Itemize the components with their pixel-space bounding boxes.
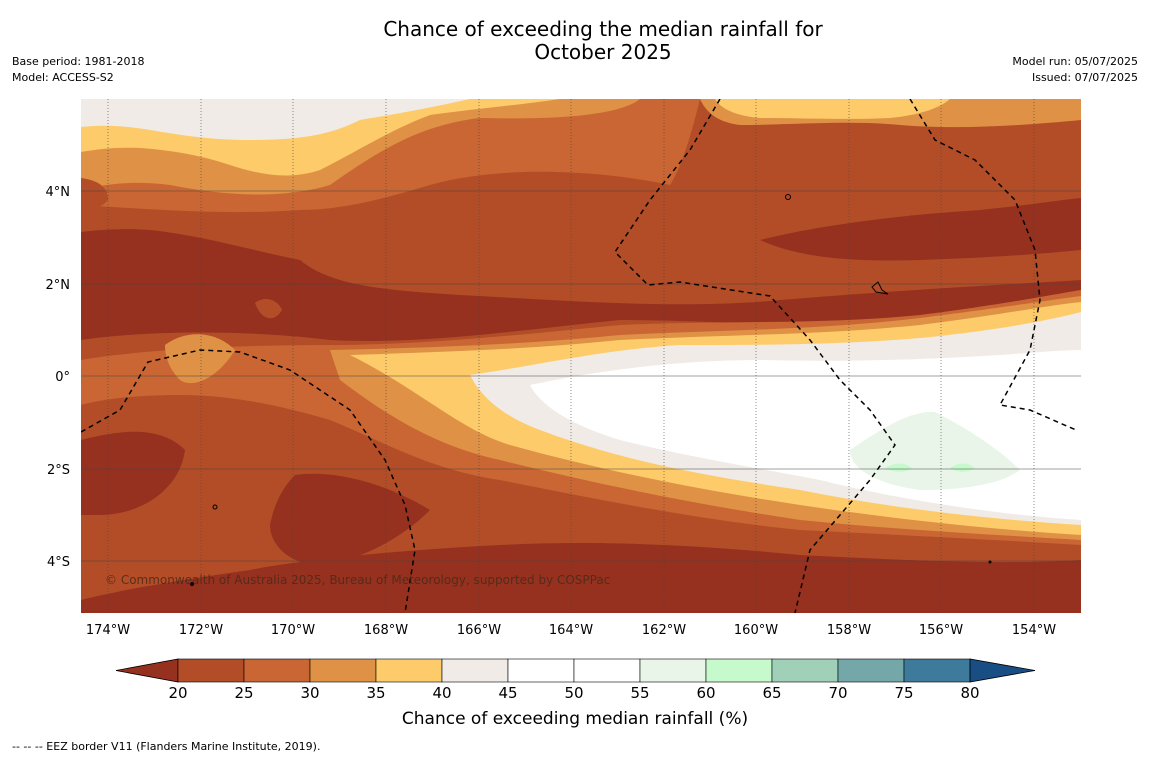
- colorbar-swatch: [639, 658, 707, 683]
- colorbar-extend-low: [115, 658, 179, 683]
- band-45-north: [81, 99, 470, 140]
- lon-label-170w: 170°W: [271, 623, 315, 638]
- title-line-2: October 2025: [534, 40, 672, 64]
- colorbar-tick-label: 80: [960, 684, 980, 702]
- lat-label-2n: 2°N: [46, 278, 71, 293]
- title-line-1: Chance of exceeding the median rainfall …: [383, 17, 823, 41]
- lat-label-4s: 4°S: [47, 555, 70, 570]
- lon-label-164w: 164°W: [549, 623, 593, 638]
- lon-label-162w: 162°W: [642, 623, 686, 638]
- lon-label-168w: 168°W: [364, 623, 408, 638]
- colorbar-tick-label: 65: [762, 684, 782, 702]
- meta-right: Model run: 05/07/2025 Issued: 07/07/2025: [1012, 54, 1138, 86]
- colorbar-extend-high: [969, 658, 1036, 683]
- lat-label-4n: 4°N: [46, 185, 71, 200]
- band-40-northeast: [715, 99, 950, 119]
- island-dot-c: [190, 582, 194, 586]
- colorbar-tick-label: 60: [696, 684, 716, 702]
- lat-label-2s: 2°S: [47, 463, 70, 478]
- band-60-patch-b: [950, 463, 975, 472]
- colorbar-tick-label: 30: [300, 684, 320, 702]
- eez-border-far-east: [909, 99, 1077, 431]
- colorbar-tick-label: 75: [894, 684, 914, 702]
- lon-label-172w: 172°W: [179, 623, 223, 638]
- eez-border-east: [614, 99, 896, 613]
- issued-text: Issued: 07/07/2025: [1031, 71, 1138, 84]
- band-20-west-patch: [81, 431, 185, 515]
- map-title: Chance of exceeding the median rainfall …: [0, 18, 1150, 64]
- island-dot-b: [212, 504, 218, 510]
- band-20-east: [760, 198, 1081, 261]
- eez-footnote: -- -- -- EEZ border V11 (Flanders Marine…: [12, 740, 321, 753]
- colorbar-swatch: [573, 658, 641, 683]
- colorbar-swatch: [771, 658, 839, 683]
- colorbar-swatch: [309, 658, 377, 683]
- colorbar-swatch: [507, 658, 575, 683]
- band-20-southwest-patch: [270, 473, 430, 565]
- base-period-text: Base period: 1981-2018: [12, 55, 145, 68]
- colorbar-tick-label: 70: [828, 684, 848, 702]
- colorbar-tick-label: 20: [168, 684, 188, 702]
- lon-label-160w: 160°W: [734, 623, 778, 638]
- colorbar-swatch: [837, 658, 905, 683]
- band-35-west-patch: [165, 334, 235, 384]
- colorbar-swatch: [243, 658, 311, 683]
- colorbar-swatch: [441, 658, 509, 683]
- copyright-text: © Commonwealth of Australia 2025, Bureau…: [105, 573, 610, 587]
- band-25-small-spot: [255, 299, 282, 319]
- map-plot-area: © Commonwealth of Australia 2025, Bureau…: [81, 99, 1081, 613]
- island-dot-a: [785, 194, 791, 200]
- island-outline: [871, 281, 889, 295]
- model-run-text: Model run: 05/07/2025: [1012, 55, 1138, 68]
- lon-label-158w: 158°W: [827, 623, 871, 638]
- band-25-west-spot: [81, 178, 108, 208]
- colorbar-tick-label: 35: [366, 684, 386, 702]
- lon-label-174w: 174°W: [86, 623, 130, 638]
- colorbar-title: Chance of exceeding median rainfall (%): [401, 709, 749, 729]
- lat-axis-labels: 4°N 2°N 0° 2°S 4°S: [46, 185, 71, 570]
- colorbar-tick-label: 50: [564, 684, 584, 702]
- model-text: Model: ACCESS-S2: [12, 71, 114, 84]
- lat-label-0: 0°: [55, 370, 70, 385]
- colorbar: [115, 658, 1036, 683]
- band-60-patch-a: [885, 463, 912, 472]
- lon-label-156w: 156°W: [919, 623, 963, 638]
- eez-border-west: [81, 349, 416, 613]
- colorbar-swatch: [705, 658, 773, 683]
- colorbar-swatch: [375, 658, 443, 683]
- lon-axis-labels: 174°W 172°W 170°W 168°W 166°W 164°W 162°…: [86, 623, 1056, 638]
- colorbar-swatch: [177, 658, 245, 683]
- colorbar-tick-label: 45: [498, 684, 518, 702]
- colorbar-swatch: [903, 658, 971, 683]
- band-20-south-patch: [470, 543, 630, 595]
- colorbar-tick-label: 40: [432, 684, 452, 702]
- map-figure: © Commonwealth of Australia 2025, Bureau…: [46, 99, 1081, 683]
- colorbar-tick-label: 55: [630, 684, 650, 702]
- colorbar-tick-label: 25: [234, 684, 254, 702]
- lon-label-154w: 154°W: [1012, 623, 1056, 638]
- meta-left: Base period: 1981-2018 Model: ACCESS-S2: [12, 54, 144, 86]
- island-dot-d: [988, 560, 992, 564]
- band-20-southeast: [700, 563, 1081, 613]
- lon-label-166w: 166°W: [457, 623, 501, 638]
